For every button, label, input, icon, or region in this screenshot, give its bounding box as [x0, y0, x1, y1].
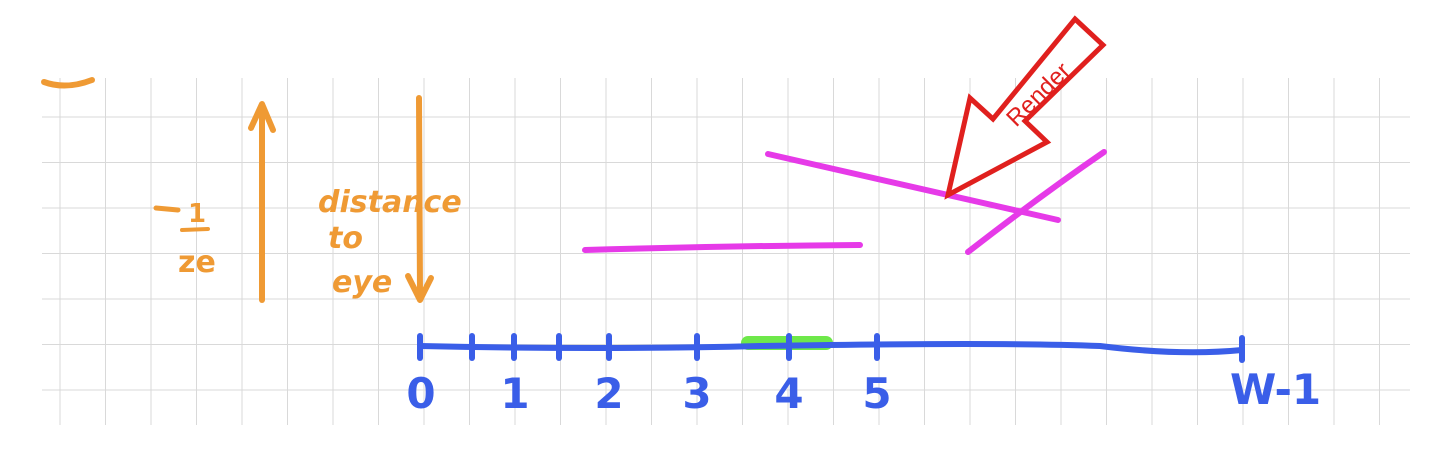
segment-sloped-down — [765, 151, 1061, 223]
orange-blob — [41, 77, 95, 89]
grid-lines — [42, 78, 1410, 425]
reciprocal-depth-annotation: 1 ze — [153, 199, 216, 280]
segment-sloped-up — [965, 149, 1107, 255]
depth-segments — [582, 149, 1107, 255]
eye-word: eye — [332, 265, 392, 300]
axis-tick-label: 0 — [406, 369, 435, 418]
fraction-numerator: 1 — [188, 199, 206, 229]
axis-tick-labels: 0 1 2 3 4 5 — [406, 369, 891, 418]
segment-flat — [582, 242, 863, 253]
axis-end-label: W-1 — [1230, 365, 1321, 414]
fraction-denominator: ze — [178, 245, 216, 280]
axis-ticks — [417, 333, 880, 361]
up-arrow-icon — [248, 101, 276, 303]
pixel-axis: 0 1 2 3 4 5 W-1 — [406, 333, 1321, 418]
axis-tick-label: 2 — [594, 369, 623, 418]
minus-sign — [153, 205, 181, 213]
to-word: to — [328, 221, 363, 256]
axis-tick-label: 1 — [500, 369, 529, 418]
axis-line — [417, 341, 1245, 356]
distance-word: distance — [318, 185, 462, 220]
fraction-bar — [180, 227, 210, 232]
axis-tick-label: 4 — [774, 369, 803, 418]
axis-tick-label: 3 — [682, 369, 711, 418]
down-arrow-icon — [405, 95, 434, 303]
axis-tick-label: 5 — [862, 369, 891, 418]
distance-to-eye-annotation: distance to eye — [318, 185, 462, 300]
